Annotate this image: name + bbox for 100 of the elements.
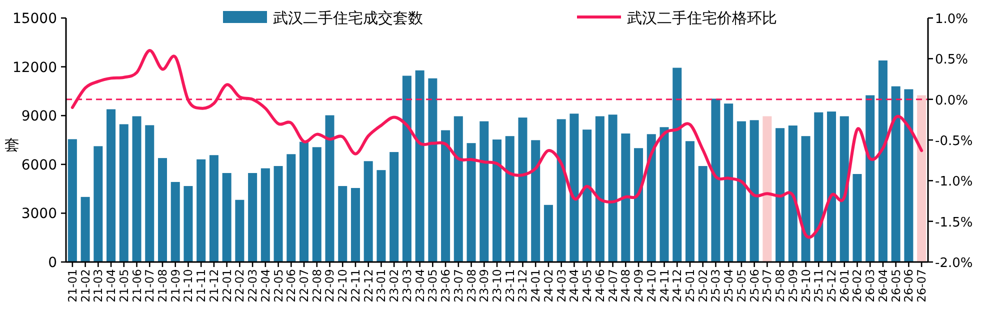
y2-tick-label: 0.0%	[935, 93, 968, 108]
x-tick-label: 21-03	[91, 269, 106, 302]
bar	[209, 155, 218, 262]
x-tick-label: 22-01	[220, 269, 234, 302]
bar	[852, 174, 862, 262]
x-tick-label: 24-02	[541, 269, 556, 302]
x-tick-label: 22-11	[348, 269, 362, 302]
bar	[685, 141, 694, 262]
x-tick-label: 21-07	[142, 269, 157, 302]
x-tick-label: 22-10	[336, 269, 350, 302]
bar	[68, 139, 77, 262]
bar	[917, 95, 926, 262]
x-tick-label: 21-02	[78, 269, 92, 302]
x-tick-label: 21-09	[168, 269, 182, 302]
bar	[274, 166, 283, 262]
bar	[248, 173, 258, 262]
x-tick-label: 22-05	[271, 269, 286, 302]
bar	[390, 152, 399, 262]
x-tick-label: 25-09	[786, 269, 800, 302]
x-tick-label: 24-05	[580, 269, 594, 302]
x-tick-label: 24-03	[554, 269, 568, 302]
x-tick-label: 23-10	[490, 269, 504, 302]
bar	[762, 116, 772, 262]
x-tick-label: 26-04	[876, 269, 890, 302]
bar	[878, 60, 888, 262]
bar	[286, 154, 296, 262]
x-tick-label: 26-07	[914, 269, 929, 302]
bar	[518, 118, 528, 262]
x-tick-label: 24-06	[592, 269, 607, 302]
bar	[544, 204, 553, 262]
bar	[801, 136, 810, 262]
bar	[325, 115, 334, 262]
y-tick-label: 0	[48, 255, 57, 271]
bar	[158, 158, 167, 262]
bar	[582, 130, 592, 262]
bar	[466, 143, 476, 262]
bar	[840, 116, 849, 262]
bar	[196, 159, 206, 262]
x-tick-label: 22-03	[246, 269, 260, 302]
bar	[145, 125, 154, 262]
x-tick-label: 22-04	[258, 269, 272, 302]
bar	[106, 109, 116, 262]
x-tick-label: 23-01	[374, 269, 388, 302]
bar	[505, 136, 514, 262]
y-axis-title: 套	[4, 136, 20, 154]
bar	[556, 119, 566, 262]
y-tick-label: 12000	[12, 60, 57, 76]
x-tick-label: 21-12	[206, 269, 221, 302]
bar	[608, 114, 618, 262]
bar	[94, 146, 103, 262]
x-tick-label: 21-05	[116, 269, 131, 302]
x-tick-label: 23-08	[464, 269, 478, 302]
bar	[312, 147, 322, 262]
x-tick-label: 25-03	[708, 269, 723, 302]
x-tick-label: 23-05	[426, 269, 440, 302]
bar	[788, 126, 798, 262]
x-tick-label: 21-04	[104, 269, 118, 302]
bar	[776, 128, 785, 262]
legend-label: 武汉二手住宅成交套数	[273, 9, 423, 27]
x-tick-label: 23-12	[516, 269, 530, 302]
y-tick-label: 9000	[21, 108, 57, 125]
x-tick-label: 21-01	[65, 269, 80, 302]
bar	[891, 86, 900, 262]
bar	[132, 116, 142, 262]
x-tick-label: 23-02	[387, 269, 402, 302]
bar	[184, 186, 193, 262]
y2-tick-label: 1.0%	[935, 12, 968, 27]
bar	[300, 142, 309, 262]
x-tick-label: 23-03	[400, 269, 414, 302]
bar	[711, 98, 720, 262]
x-tick-label: 22-09	[322, 269, 337, 302]
y-tick-label: 6000	[21, 157, 57, 174]
bar	[634, 148, 644, 262]
x-tick-label: 23-04	[412, 269, 427, 302]
x-tick-label: 24-01	[528, 269, 543, 302]
bar	[827, 112, 836, 262]
bar	[814, 112, 824, 262]
x-tick-label: 26-03	[863, 269, 878, 302]
x-tick-label: 24-04	[567, 269, 582, 302]
bar	[441, 130, 450, 262]
y2-tick-label: -1.0%	[935, 174, 973, 190]
x-tick-label: 25-12	[824, 269, 839, 302]
bar	[724, 104, 734, 262]
x-tick-label: 22-08	[310, 269, 324, 302]
x-tick-label: 21-10	[181, 269, 196, 302]
bar	[492, 140, 502, 262]
bar	[531, 140, 540, 262]
x-tick-label: 22-06	[284, 269, 298, 302]
bar	[376, 170, 386, 262]
bar	[621, 133, 630, 262]
x-tick-label: 26-02	[850, 269, 864, 302]
bar	[222, 173, 232, 262]
x-tick-label: 23-11	[502, 269, 517, 302]
bar	[570, 114, 579, 262]
x-tick-label: 25-01	[682, 269, 697, 302]
bar	[595, 116, 604, 262]
bar	[904, 89, 914, 262]
x-tick-label: 22-02	[232, 269, 247, 302]
x-tick-label: 25-06	[747, 269, 762, 302]
legend-label: 武汉二手住宅价格环比	[627, 9, 777, 27]
